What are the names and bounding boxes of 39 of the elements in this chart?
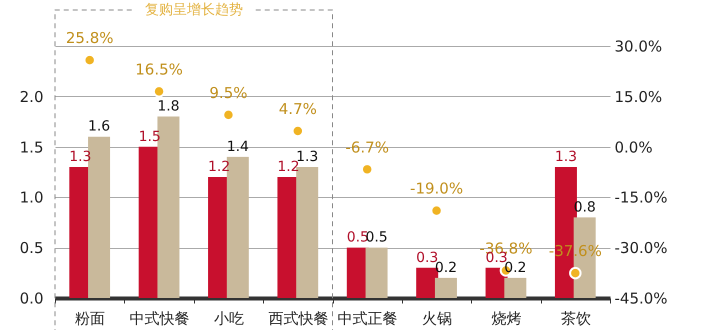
data-label: 1.2 <box>277 159 300 176</box>
bar <box>504 278 526 298</box>
x-tick-label: 中式正餐 <box>338 310 398 328</box>
y2-tick-label: 30.0% <box>614 38 662 56</box>
x-tick-label: 中式快餐 <box>130 310 190 328</box>
y-tick-label: 1.0 <box>20 188 44 207</box>
data-label: 1.8 <box>157 98 180 115</box>
y-tick-label: 2.0 <box>20 88 44 106</box>
data-label: 16.5% <box>135 60 183 78</box>
x-tick-label: 粉面 <box>75 310 106 328</box>
data-label: 25.8% <box>66 29 114 48</box>
y2-tick-label: -30.0% <box>614 239 668 258</box>
y-tick-label: 0.0 <box>20 290 44 308</box>
data-label: -37.6% <box>548 242 602 260</box>
y2-tick-label: -15.0% <box>614 188 668 207</box>
data-label: 4.7% <box>278 100 317 118</box>
data-label: -6.7% <box>345 138 389 156</box>
text: 复购呈增长趋势 <box>144 2 243 18</box>
data-label: 1.3 <box>554 148 578 165</box>
data-label: 1.2 <box>208 159 230 176</box>
data-label: 9.5% <box>209 84 248 102</box>
data-label: -19.0% <box>410 180 464 198</box>
data-label: 1.4 <box>226 138 250 155</box>
data-label: 1.5 <box>138 128 161 145</box>
data-label: 1.6 <box>88 118 110 135</box>
y-tick-label: 1.5 <box>20 138 44 156</box>
y2-tick-label: -45.0% <box>614 290 668 308</box>
x-tick-label: 茶饮 <box>560 310 591 328</box>
x-tick-label: 西式快餐 <box>268 310 328 328</box>
x-tick-label: 火锅 <box>422 310 452 328</box>
x-tick-label: 小吃 <box>214 310 244 328</box>
y2-tick-label: 0.0% <box>614 138 653 156</box>
bar <box>366 248 388 298</box>
x-tick-label: 烧烤 <box>491 310 522 328</box>
y-tick-label: 0.5 <box>20 239 44 258</box>
y2-tick-label: 15.0% <box>614 88 662 106</box>
data-label: 1.3 <box>69 148 92 165</box>
point <box>569 266 582 280</box>
bar <box>434 278 457 298</box>
